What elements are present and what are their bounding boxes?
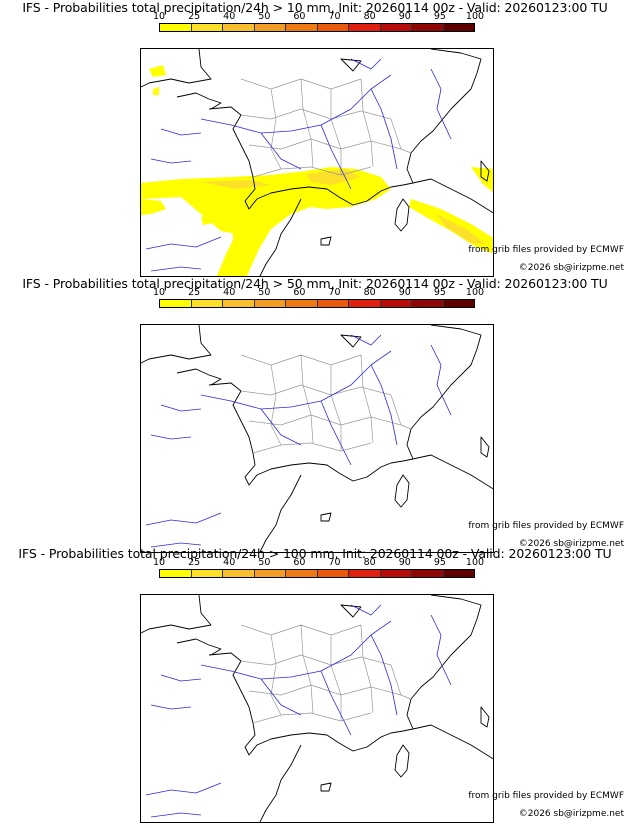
colorbar-segment	[223, 24, 255, 31]
colorbar-tick-label: 25	[188, 557, 201, 568]
panel-title: IFS - Probabilities total precipitation/…	[22, 0, 608, 15]
colorbar-tick-label: 100	[465, 11, 485, 22]
colorbar-segment	[254, 570, 286, 577]
data-source-credit: from grib files provided by ECMWF	[468, 791, 624, 801]
colorbar-segment	[191, 300, 223, 307]
colorbar-segment	[380, 300, 412, 307]
colorbar-segment	[443, 24, 474, 31]
forecast-panel-100mm: IFS - Probabilities total precipitation/…	[0, 546, 630, 823]
colorbar-tick-label: 80	[363, 287, 376, 298]
colorbar-tick-label: 50	[258, 11, 271, 22]
copyright-credit: ©2026 sb@irizpme.net	[518, 263, 624, 273]
colorbar-segment	[443, 300, 474, 307]
colorbar-segment	[380, 570, 412, 577]
panel-title: IFS - Probabilities total precipitation/…	[22, 276, 608, 291]
map-borders	[141, 595, 493, 822]
colorbar-segment	[286, 570, 318, 577]
map-borders	[141, 49, 493, 276]
panel-title: IFS - Probabilities total precipitation/…	[18, 546, 612, 561]
colorbar-segment	[317, 570, 349, 577]
colorbar-tick-label: 95	[433, 557, 446, 568]
map-drawing	[141, 325, 493, 552]
colorbar-segment	[254, 300, 286, 307]
colorbar-segment	[286, 300, 318, 307]
colorbar-tick-label: 25	[188, 11, 201, 22]
colorbar-tick-label: 80	[363, 557, 376, 568]
colorbar-tick-label: 10	[152, 557, 166, 568]
colorbar-tick-label: 40	[223, 557, 236, 568]
colorbar-segment	[380, 24, 412, 31]
colorbar-tick-label: 60	[293, 287, 306, 298]
colorbar-tick-label: 50	[258, 287, 271, 298]
map-france	[140, 48, 494, 277]
precip-probability-area	[141, 65, 493, 276]
copyright-credit: ©2026 sb@irizpme.net	[518, 539, 624, 549]
colorbar-segment	[254, 24, 286, 31]
colorbar-tick-label: 80	[363, 11, 376, 22]
colorbar-tick-label: 70	[328, 287, 341, 298]
map-borders	[141, 325, 493, 552]
forecast-panel-10mm: IFS - Probabilities total precipitation/…	[0, 0, 630, 277]
colorbar-segment	[412, 24, 444, 31]
colorbar-segment	[349, 570, 381, 577]
colorbar-tick-label: 100	[465, 557, 485, 568]
colorbar-tick-label: 90	[398, 11, 411, 22]
map-france	[140, 324, 494, 553]
colorbar-tick-label: 90	[398, 287, 411, 298]
colorbar-tick-label: 10	[152, 11, 166, 22]
map-drawing	[141, 49, 493, 276]
colorbar-tick-label: 95	[433, 11, 446, 22]
colorbar-segment	[160, 570, 192, 577]
colorbar-segment	[443, 570, 474, 577]
colorbar-tick-label: 70	[328, 557, 341, 568]
colorbar-segment	[160, 300, 192, 307]
data-source-credit: from grib files provided by ECMWF	[468, 521, 624, 531]
colorbar-segment	[191, 24, 223, 31]
colorbar-segment	[223, 300, 255, 307]
colorbar-segment	[286, 24, 318, 31]
colorbar-segment	[160, 24, 192, 31]
colorbar-tick-label: 10	[152, 287, 166, 298]
colorbar-tick-label: 40	[223, 11, 236, 22]
map-france	[140, 594, 494, 823]
colorbar-tick-label: 60	[293, 11, 306, 22]
colorbar-segment	[412, 570, 444, 577]
colorbar-tick-label: 50	[258, 557, 271, 568]
colorbar-tick-label: 25	[188, 287, 201, 298]
colorbar-tick-label: 90	[398, 557, 411, 568]
map-drawing	[141, 595, 493, 822]
colorbar-tick-label: 40	[223, 287, 236, 298]
colorbar-segment	[317, 24, 349, 31]
copyright-credit: ©2026 sb@irizpme.net	[518, 809, 624, 819]
colorbar-segment	[349, 24, 381, 31]
colorbar-segment	[317, 300, 349, 307]
forecast-panel-50mm: IFS - Probabilities total precipitation/…	[0, 276, 630, 553]
colorbar-segment	[223, 570, 255, 577]
colorbar-tick-label: 100	[465, 287, 485, 298]
colorbar-tick-label: 60	[293, 557, 306, 568]
colorbar-segment	[349, 300, 381, 307]
colorbar-tick-label: 70	[328, 11, 341, 22]
colorbar-segment	[191, 570, 223, 577]
colorbar-segment	[412, 300, 444, 307]
data-source-credit: from grib files provided by ECMWF	[468, 245, 624, 255]
colorbar-tick-label: 95	[433, 287, 446, 298]
